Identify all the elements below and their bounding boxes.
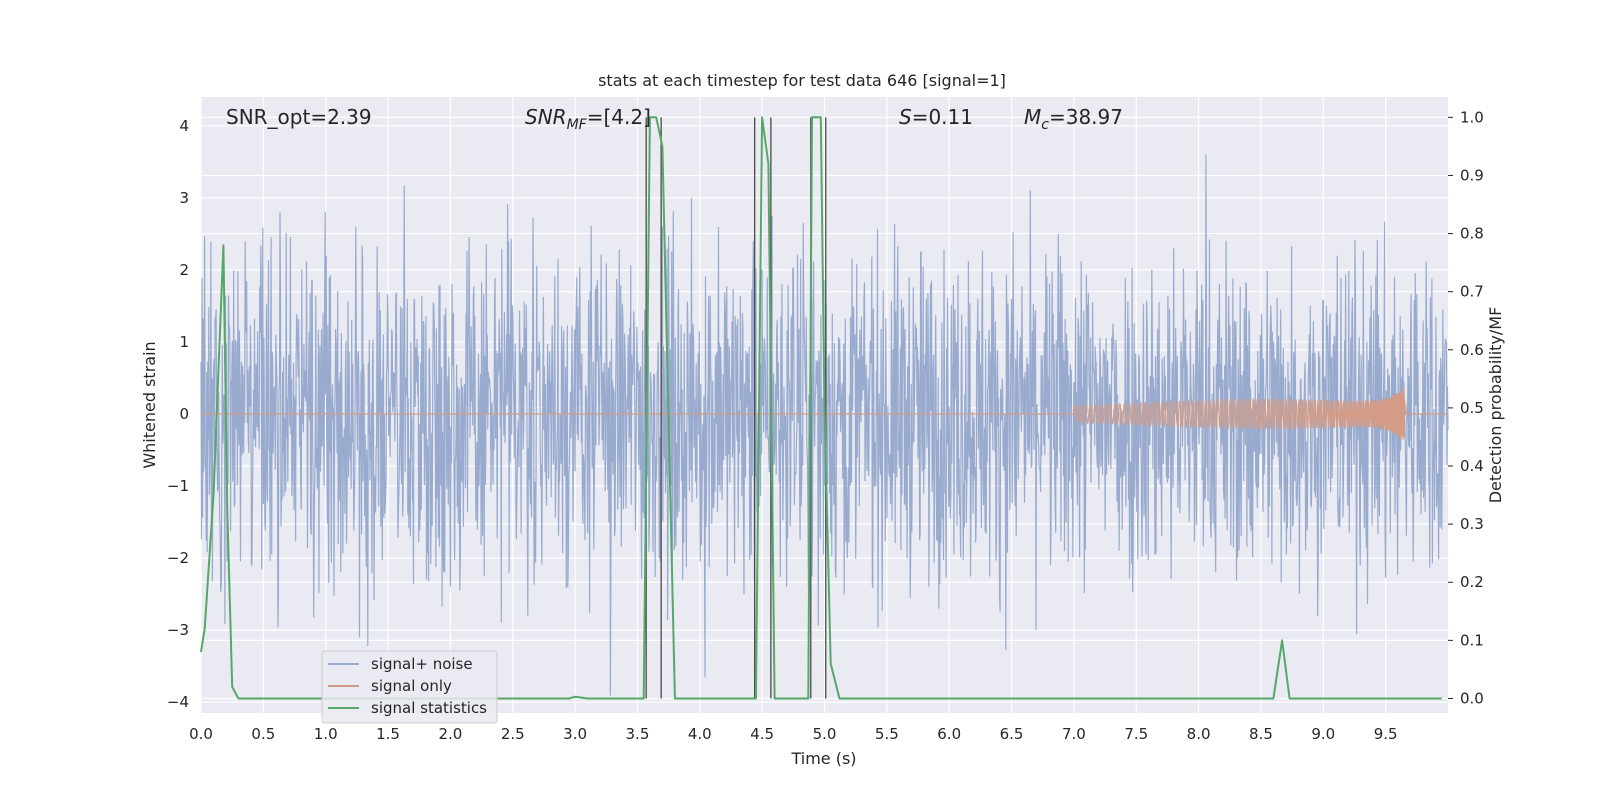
y-tick-left-1: −3 — [167, 621, 189, 639]
y-axis-left-label: Whitened strain — [140, 341, 159, 468]
series-signal-noise — [200, 154, 1449, 696]
annotation-mc-base: M — [1024, 105, 1041, 129]
legend-entry-signal-only: signal only — [371, 677, 452, 695]
x-tick-5: 2.5 — [501, 725, 525, 743]
x-tick-12: 6.0 — [937, 725, 961, 743]
x-tick-6: 3.0 — [563, 725, 587, 743]
y-tick-right-6: 0.6 — [1460, 341, 1484, 359]
stats-trace — [200, 116, 1442, 700]
x-tick-16: 8.0 — [1187, 725, 1211, 743]
y-tick-left-7: 3 — [179, 189, 189, 207]
x-tick-3: 1.5 — [376, 725, 400, 743]
annotation-snr-opt: SNR_opt=2.39 — [226, 105, 372, 129]
y-tick-right-2: 0.2 — [1460, 573, 1484, 591]
x-tick-7: 3.5 — [626, 725, 650, 743]
y-axis-right-ticks: 0.0 0.1 0.2 0.3 0.4 0.5 0.6 0.7 0.8 0.9 1.0 — [1448, 108, 1484, 707]
x-tick-15: 7.5 — [1124, 725, 1148, 743]
series-signal-only — [201, 388, 1448, 440]
y-tick-left-5: 1 — [179, 333, 189, 351]
series-signal-statistics — [200, 116, 1442, 700]
chart-title: stats at each timestep for test data 646… — [598, 71, 1006, 90]
x-tick-8: 4.0 — [688, 725, 712, 743]
y-tick-right-5: 0.5 — [1460, 399, 1484, 417]
plot-area — [200, 97, 1449, 713]
y-tick-left-2: −2 — [167, 549, 189, 567]
y-tick-left-4: 0 — [179, 405, 189, 423]
signal-trace — [201, 388, 1448, 440]
x-axis-ticks: 0.0 0.5 1.0 1.5 2.0 2.5 3.0 3.5 4.0 4.5 5.0 5.5 6.0 6… — [189, 725, 1398, 743]
y-tick-right-0: 0.0 — [1460, 689, 1484, 707]
x-tick-4: 2.0 — [438, 725, 462, 743]
x-tick-14: 7.0 — [1062, 725, 1086, 743]
legend: signal+ noise signal only signal statist… — [321, 650, 498, 724]
annotation-mc-value: =38.97 — [1049, 105, 1123, 129]
annotation-s-value: =0.11 — [912, 105, 973, 129]
x-tick-13: 6.5 — [1000, 725, 1024, 743]
y-axis-left-ticks: −4 −3 −2 −1 0 1 2 3 4 — [167, 117, 189, 711]
y-tick-right-9: 0.9 — [1460, 166, 1484, 184]
x-tick-10: 5.0 — [813, 725, 837, 743]
x-tick-18: 9.0 — [1311, 725, 1335, 743]
annotation-snr-mf-sub: MF — [567, 117, 588, 133]
legend-box — [321, 650, 498, 724]
y-tick-left-8: 4 — [179, 117, 189, 135]
annotation-snr-mf-value: =[4.2] — [587, 105, 651, 129]
noise-trace — [200, 154, 1449, 696]
x-tick-17: 8.5 — [1249, 725, 1273, 743]
legend-entry-signal-noise: signal+ noise — [371, 655, 473, 673]
y-tick-left-0: −4 — [167, 693, 189, 711]
y-tick-right-7: 0.7 — [1460, 283, 1484, 301]
x-axis-label: Time (s) — [790, 749, 856, 768]
legend-entry-signal-statistics: signal statistics — [371, 699, 487, 717]
y-tick-right-8: 0.8 — [1460, 225, 1484, 243]
x-tick-0: 0.0 — [189, 725, 213, 743]
y-tick-left-6: 2 — [179, 261, 189, 279]
annotation-mc-sub: c — [1041, 117, 1049, 133]
annotation-snr-mf-base: SNR — [525, 105, 567, 129]
annotation-s-label: S — [899, 105, 912, 129]
annotation-snr-mf: SNRMF=[4.2] — [525, 105, 651, 133]
x-tick-1: 0.5 — [251, 725, 275, 743]
x-tick-19: 9.5 — [1374, 725, 1398, 743]
y-tick-right-3: 0.3 — [1460, 515, 1484, 533]
x-tick-11: 5.5 — [875, 725, 899, 743]
x-tick-9: 4.5 — [750, 725, 774, 743]
x-tick-2: 1.0 — [314, 725, 338, 743]
annotation-s: S=0.11 — [899, 105, 973, 129]
y-tick-right-4: 0.4 — [1460, 457, 1484, 475]
y-axis-right-label: Detection probability/MF — [1486, 307, 1505, 504]
y-tick-right-10: 1.0 — [1460, 108, 1484, 126]
y-tick-left-3: −1 — [167, 477, 189, 495]
annotation-mc: Mc=38.97 — [1024, 105, 1123, 133]
y-tick-right-1: 0.1 — [1460, 631, 1484, 649]
